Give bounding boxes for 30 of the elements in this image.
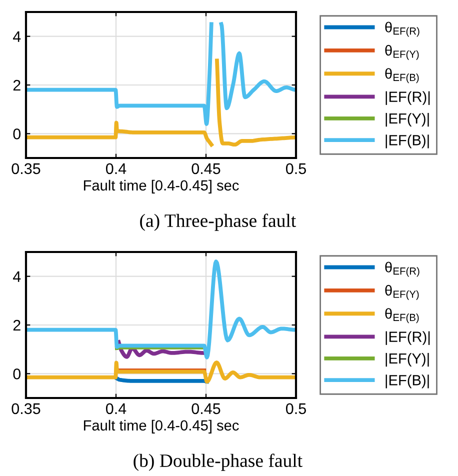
legend-label: |EF(B)|	[386, 134, 429, 148]
legend-label: |EF(R)|	[386, 331, 430, 345]
legend-label: |EF(B)|	[386, 374, 429, 388]
x-tick-label: 0.5	[286, 403, 306, 414]
legend-label: θ$_{EF(R)}$	[385, 22, 420, 37]
y-tick-label: 2	[13, 80, 20, 91]
legend-label: |EF(Y)|	[386, 352, 429, 367]
legend-label: θ$_{EF(Y)}$	[385, 44, 419, 60]
legend-label: |EF(R)|	[386, 91, 430, 105]
x-tick-label: 0.45	[192, 403, 220, 414]
x-tick-label: 0.4	[106, 163, 126, 174]
legend-label: θ$_{EF(B)}$	[385, 308, 419, 324]
text: (b) Double-phase fault	[134, 454, 302, 471]
legend-label: θ$_{EF(Y)}$	[385, 284, 419, 300]
legend-label: θ$_{EF(B)}$	[385, 68, 419, 84]
x-tick-label: 0.5	[286, 163, 306, 174]
x-axis-title: Fault time [0.4-0.45] sec	[84, 420, 239, 434]
legend-label: θ$_{EF(R)}$	[385, 262, 420, 277]
x-tick-label: 0.45	[192, 163, 220, 174]
y-tick-label: 0	[13, 128, 21, 140]
y-tick-label: 0	[13, 368, 21, 380]
y-tick-label: 4	[12, 271, 21, 282]
y-tick-label: 4	[12, 31, 21, 42]
x-tick-label: 0.4	[106, 403, 126, 414]
y-tick-label: 2	[13, 320, 20, 331]
x-tick-label: 0.35	[12, 403, 40, 414]
x-tick-label: 0.35	[12, 163, 40, 174]
legend-label: |EF(Y)|	[386, 112, 429, 127]
x-axis-title: Fault time [0.4-0.45] sec	[84, 180, 239, 194]
text: (a) Three-phase fault	[140, 214, 296, 231]
